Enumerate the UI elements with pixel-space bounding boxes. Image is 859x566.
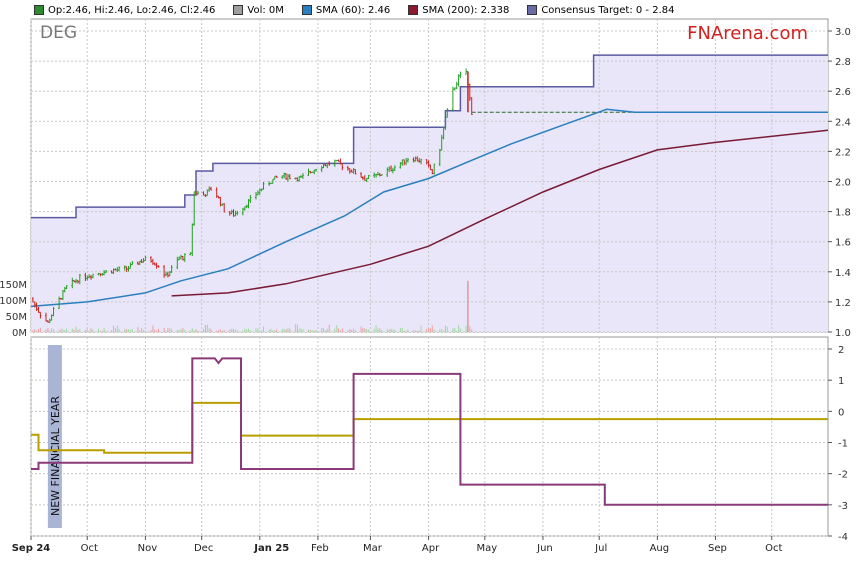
brand-logo: FNArena.com: [687, 23, 808, 44]
price-legend: Op:2.46, Hi:2.46, Lo:2.46, Cl:2.46 Vol: 0…: [34, 3, 692, 17]
x-tick-label: Nov: [138, 543, 158, 554]
price-tick-label: 3.0: [835, 27, 851, 38]
legend-label: Consensus Target: 0 - 2.84: [541, 4, 675, 16]
price-tick-label: 1.0: [835, 328, 851, 339]
candles-group: [31, 68, 473, 324]
x-tick-label: Oct: [81, 543, 98, 554]
x-tick-label: Sep: [708, 543, 727, 554]
x-tick-label: Apr: [422, 543, 440, 554]
price-tick-label: 2.2: [835, 147, 851, 158]
x-tick-label: Jan 25: [253, 543, 289, 554]
eps-tick-label: 1: [838, 376, 844, 387]
price-legend-item: SMA (60): 2.46: [301, 4, 391, 16]
eps-panel-frame: [30, 336, 829, 537]
legend-swatch: [233, 5, 244, 15]
consensus-target-line: [31, 54, 828, 219]
price-legend-item: SMA (200): 2.338: [408, 5, 509, 16]
volume-tick-label: 150M: [0, 280, 27, 291]
volume-tick-label: 100M: [0, 296, 27, 307]
x-tick-label: Dec: [194, 543, 213, 554]
x-tick-label: Jun: [536, 543, 553, 554]
x-tick-label: Aug: [650, 543, 670, 554]
eps-tick-label: 2: [838, 345, 844, 356]
eps-tick-label: -2: [838, 470, 848, 481]
x-tick-label: Sep 24: [12, 543, 51, 554]
sma60-line: [30, 108, 828, 308]
eps2-line: [31, 357, 828, 506]
legend-label: SMA (60): 2.46: [315, 4, 391, 16]
eps-tick-label: 0: [838, 407, 844, 418]
legend-label: SMA (200): 2.338: [422, 4, 510, 16]
volume-group: [32, 324, 473, 332]
legend-swatch: [34, 5, 44, 15]
x-tick-label: Mar: [363, 543, 383, 554]
price-tick-label: 1.2: [835, 298, 851, 309]
eps-tick-label: -4: [838, 532, 848, 543]
eps-tick-label: -1: [838, 439, 848, 450]
sma200-line: [171, 129, 829, 297]
x-tick-label: Oct: [765, 543, 782, 554]
x-tick-label: Feb: [311, 543, 329, 554]
legend-swatch: [301, 5, 312, 15]
new-financial-year-band: [47, 345, 62, 528]
price-legend-item: Op:2.46, Hi:2.46, Lo:2.46, Cl:2.46: [34, 5, 215, 16]
new-financial-year-label: NEW FINANCIAL YEAR: [49, 396, 62, 516]
price-tick-label: 1.6: [835, 238, 851, 249]
price-tick-label: 2.4: [835, 117, 851, 128]
price-legend-item: Consensus Target: 0 - 2.84: [527, 5, 674, 16]
x-tick-label: May: [476, 543, 497, 554]
eps-tick-label: -3: [838, 501, 848, 512]
consensus-target-fill: [31, 55, 828, 332]
legend-swatch: [408, 5, 419, 15]
volume-tick-label: 0M: [12, 328, 27, 339]
price-tick-label: 2.8: [835, 57, 851, 68]
price-tick-label: 2.6: [835, 87, 851, 98]
x-tick-label: Jul: [594, 543, 607, 554]
ticker-label: DEG: [40, 23, 77, 43]
price-tick-label: 2.0: [835, 178, 851, 189]
price-tick-label: 1.4: [835, 268, 851, 279]
price-legend-item: Vol: 0M: [233, 5, 284, 16]
legend-swatch: [527, 5, 538, 15]
legend-label: Op:2.46, Hi:2.46, Lo:2.46, Cl:2.46: [48, 4, 216, 16]
price-tick-label: 1.8: [835, 208, 851, 219]
volume-tick-label: 50M: [6, 312, 27, 323]
legend-label: Vol: 0M: [247, 4, 284, 16]
